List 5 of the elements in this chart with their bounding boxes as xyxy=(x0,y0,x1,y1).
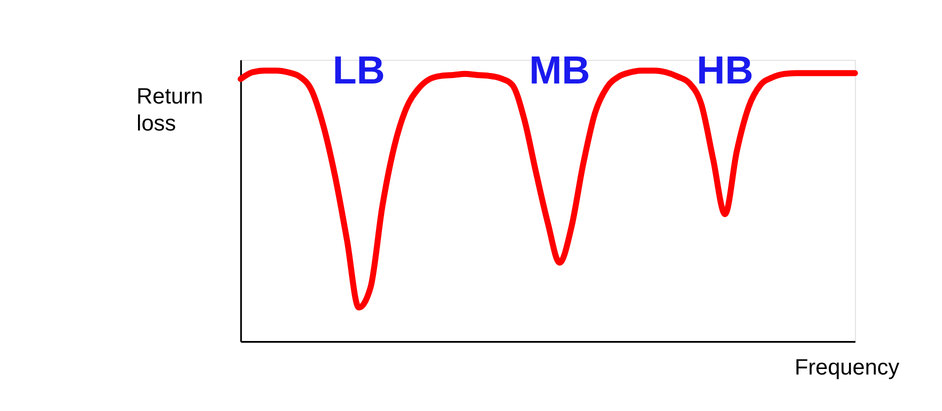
x-axis-title: Frequency xyxy=(794,354,900,380)
annotation: MB xyxy=(529,48,590,93)
annotation: LB xyxy=(332,48,385,93)
y-axis-title: Return loss xyxy=(136,83,204,136)
annotation: HB xyxy=(696,48,754,93)
